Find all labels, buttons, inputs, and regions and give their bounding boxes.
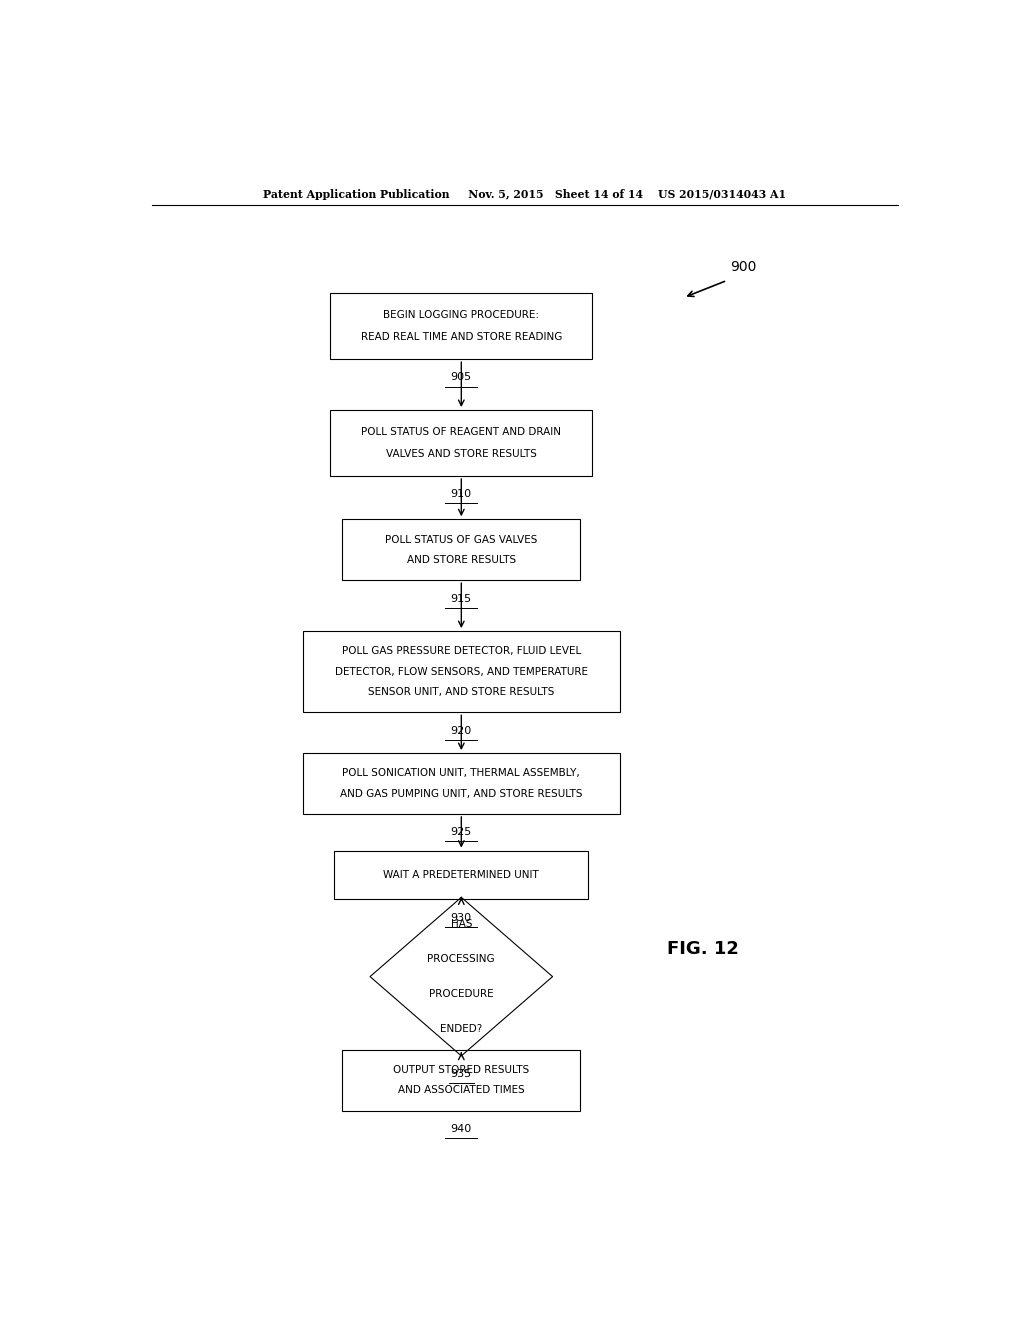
Bar bbox=[342, 519, 581, 581]
Text: ENDED?: ENDED? bbox=[440, 1024, 482, 1034]
Text: PROCESSING: PROCESSING bbox=[427, 954, 496, 964]
Text: BEGIN LOGGING PROCEDURE:: BEGIN LOGGING PROCEDURE: bbox=[383, 310, 540, 319]
Bar bbox=[334, 850, 588, 899]
Text: 925: 925 bbox=[451, 828, 472, 837]
Bar bbox=[303, 752, 621, 814]
Polygon shape bbox=[370, 898, 553, 1056]
Text: POLL STATUS OF GAS VALVES: POLL STATUS OF GAS VALVES bbox=[385, 535, 538, 545]
Text: PROCEDURE: PROCEDURE bbox=[429, 989, 494, 999]
Text: AND STORE RESULTS: AND STORE RESULTS bbox=[407, 554, 516, 565]
Text: READ REAL TIME AND STORE READING: READ REAL TIME AND STORE READING bbox=[360, 333, 562, 342]
Text: AND GAS PUMPING UNIT, AND STORE RESULTS: AND GAS PUMPING UNIT, AND STORE RESULTS bbox=[340, 788, 583, 799]
Text: 940: 940 bbox=[451, 1125, 472, 1134]
Text: 920: 920 bbox=[451, 726, 472, 735]
Text: HAS: HAS bbox=[451, 919, 472, 929]
Text: FIG. 12: FIG. 12 bbox=[668, 940, 739, 958]
Bar bbox=[342, 1049, 581, 1110]
Text: 915: 915 bbox=[451, 594, 472, 603]
Text: 935: 935 bbox=[451, 1069, 472, 1080]
Text: SENSOR UNIT, AND STORE RESULTS: SENSOR UNIT, AND STORE RESULTS bbox=[368, 686, 555, 697]
Text: POLL GAS PRESSURE DETECTOR, FLUID LEVEL: POLL GAS PRESSURE DETECTOR, FLUID LEVEL bbox=[342, 647, 581, 656]
Text: OUTPUT STORED RESULTS: OUTPUT STORED RESULTS bbox=[393, 1065, 529, 1074]
Text: 910: 910 bbox=[451, 490, 472, 499]
Text: POLL STATUS OF REAGENT AND DRAIN: POLL STATUS OF REAGENT AND DRAIN bbox=[361, 426, 561, 437]
Text: 930: 930 bbox=[451, 912, 472, 923]
Text: AND ASSOCIATED TIMES: AND ASSOCIATED TIMES bbox=[398, 1085, 524, 1096]
Bar bbox=[331, 293, 592, 359]
Text: VALVES AND STORE RESULTS: VALVES AND STORE RESULTS bbox=[386, 449, 537, 459]
Text: Patent Application Publication     Nov. 5, 2015   Sheet 14 of 14    US 2015/0314: Patent Application Publication Nov. 5, 2… bbox=[263, 190, 786, 201]
Text: 900: 900 bbox=[730, 260, 757, 275]
Text: DETECTOR, FLOW SENSORS, AND TEMPERATURE: DETECTOR, FLOW SENSORS, AND TEMPERATURE bbox=[335, 667, 588, 677]
Text: POLL SONICATION UNIT, THERMAL ASSEMBLY,: POLL SONICATION UNIT, THERMAL ASSEMBLY, bbox=[342, 768, 581, 779]
Bar bbox=[303, 631, 621, 713]
Text: WAIT A PREDETERMINED UNIT: WAIT A PREDETERMINED UNIT bbox=[383, 870, 540, 880]
Bar bbox=[331, 411, 592, 477]
Text: 905: 905 bbox=[451, 372, 472, 383]
